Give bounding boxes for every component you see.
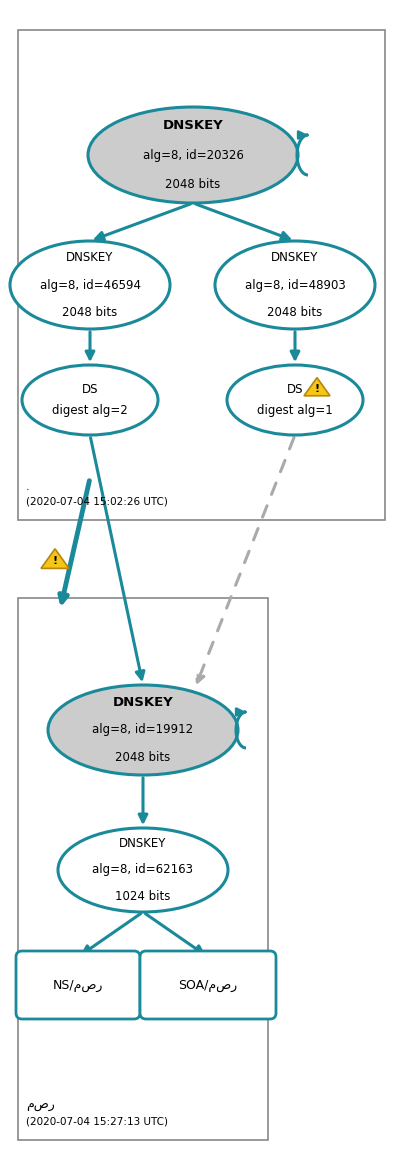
Text: alg=8, id=46594: alg=8, id=46594 [39, 278, 141, 292]
Text: alg=8, id=48903: alg=8, id=48903 [245, 278, 345, 292]
Text: مصر: مصر [26, 1099, 55, 1112]
Ellipse shape [48, 685, 238, 775]
Text: !: ! [52, 556, 58, 565]
Text: alg=8, id=19912: alg=8, id=19912 [92, 724, 193, 737]
Text: alg=8, id=62163: alg=8, id=62163 [93, 863, 193, 876]
Text: (2020-07-04 15:02:26 UTC): (2020-07-04 15:02:26 UTC) [26, 496, 168, 506]
Text: DNSKEY: DNSKEY [112, 696, 173, 708]
Text: DNSKEY: DNSKEY [66, 251, 114, 264]
Text: DNSKEY: DNSKEY [163, 118, 223, 131]
FancyBboxPatch shape [140, 951, 276, 1019]
Text: !: ! [314, 384, 320, 394]
Text: 2048 bits: 2048 bits [165, 178, 220, 191]
Text: DS: DS [82, 382, 98, 395]
Text: 1024 bits: 1024 bits [115, 889, 171, 902]
Text: DS: DS [287, 382, 303, 395]
Text: (2020-07-04 15:27:13 UTC): (2020-07-04 15:27:13 UTC) [26, 1116, 168, 1126]
Text: .: . [26, 482, 30, 491]
Text: digest alg=1: digest alg=1 [257, 405, 333, 418]
Text: DNSKEY: DNSKEY [271, 251, 319, 264]
Text: alg=8, id=20326: alg=8, id=20326 [143, 149, 243, 162]
Polygon shape [304, 378, 330, 395]
Ellipse shape [215, 240, 375, 328]
Ellipse shape [22, 365, 158, 435]
Ellipse shape [58, 828, 228, 911]
Text: digest alg=2: digest alg=2 [52, 405, 128, 418]
Text: 2048 bits: 2048 bits [267, 306, 323, 319]
Bar [18, 30, 385, 520]
Text: 2048 bits: 2048 bits [62, 306, 118, 319]
Ellipse shape [227, 365, 363, 435]
Ellipse shape [88, 107, 298, 203]
Text: SOA/مصر: SOA/مصر [179, 978, 237, 991]
Text: DNSKEY: DNSKEY [119, 838, 167, 850]
Text: 2048 bits: 2048 bits [115, 752, 170, 765]
FancyBboxPatch shape [16, 951, 140, 1019]
Polygon shape [41, 549, 69, 569]
Ellipse shape [10, 240, 170, 328]
Bar [18, 598, 268, 1140]
Text: NS/مصر: NS/مصر [53, 978, 103, 991]
